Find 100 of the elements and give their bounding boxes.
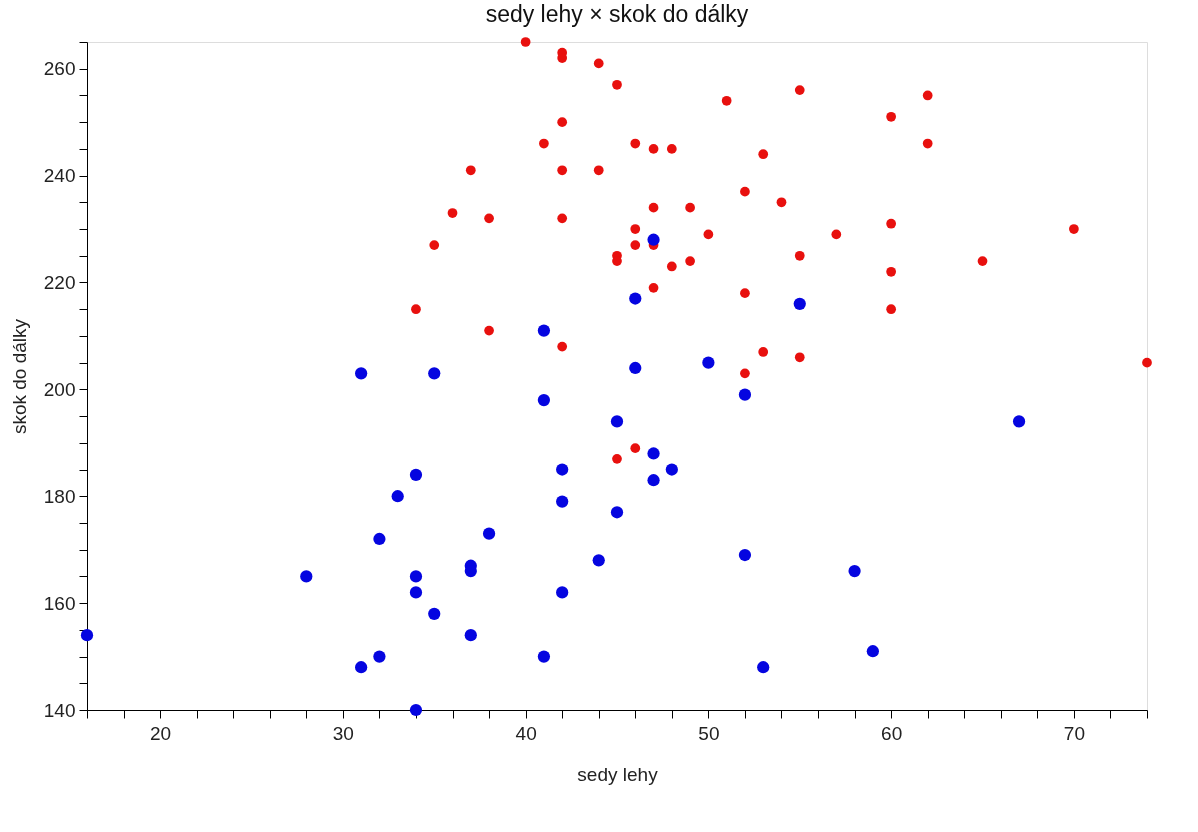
x-tick-label: 60 [881, 722, 903, 744]
point [629, 361, 642, 375]
point [648, 202, 659, 213]
point [557, 213, 568, 224]
point [629, 292, 642, 305]
point [537, 650, 551, 663]
point [740, 368, 750, 379]
chart-title: sedy lehy × skok do dálky [485, 1, 749, 27]
point [866, 645, 879, 658]
point [557, 341, 568, 352]
point [592, 554, 605, 567]
y-axis-title: skok do dálky [8, 318, 30, 435]
point [740, 186, 750, 197]
point [647, 447, 660, 460]
point [520, 37, 531, 47]
point [557, 165, 568, 176]
point [1142, 357, 1152, 368]
point [886, 304, 897, 315]
point [409, 586, 423, 599]
x-tick-label: 40 [515, 722, 537, 744]
point [702, 356, 715, 369]
point [794, 85, 805, 95]
point [593, 58, 604, 69]
point [429, 240, 440, 250]
point [886, 111, 897, 122]
point [612, 453, 622, 464]
point [1069, 224, 1079, 234]
point [685, 202, 695, 213]
point [465, 165, 476, 176]
point [630, 240, 641, 250]
point [610, 415, 624, 428]
point [794, 250, 805, 261]
point [685, 256, 695, 266]
point [80, 629, 94, 642]
point [630, 138, 641, 149]
point [630, 443, 641, 454]
point [738, 388, 752, 401]
point [593, 165, 604, 176]
point [409, 570, 423, 583]
point [355, 367, 368, 380]
point [794, 352, 805, 363]
point [666, 261, 677, 272]
x-tick-label: 50 [698, 722, 720, 744]
point [977, 256, 988, 266]
y-tick-label: 140 [43, 699, 76, 721]
point [373, 532, 386, 546]
x-tick-label: 30 [332, 722, 354, 744]
point [557, 117, 568, 128]
point [922, 90, 933, 101]
x-tick-label: 70 [1063, 722, 1085, 744]
point [886, 218, 897, 229]
point [300, 570, 313, 583]
point [464, 629, 477, 642]
point [556, 495, 569, 508]
y-tick-label: 220 [43, 271, 76, 293]
y-tick-label: 240 [43, 165, 76, 187]
point [831, 229, 842, 240]
point [740, 288, 750, 299]
point [647, 233, 660, 246]
point [610, 506, 624, 519]
x-axis-title: sedy lehy [577, 763, 659, 785]
point [411, 304, 421, 315]
point [757, 661, 770, 674]
point [848, 564, 861, 578]
point [721, 95, 732, 106]
point [484, 213, 494, 224]
point [612, 79, 622, 90]
point [556, 586, 569, 599]
point [647, 474, 660, 487]
point [484, 325, 494, 336]
point [537, 324, 551, 337]
point [703, 229, 714, 240]
point [447, 208, 458, 218]
point [556, 463, 569, 476]
point [1012, 415, 1026, 428]
point [793, 297, 806, 310]
point [648, 144, 659, 154]
point [428, 367, 441, 380]
point [776, 197, 787, 208]
point [630, 224, 641, 234]
point [758, 149, 769, 160]
point [482, 527, 496, 540]
y-tick-label: 260 [43, 58, 76, 80]
x-tick-label: 20 [150, 722, 172, 744]
point [886, 266, 897, 277]
point [391, 490, 404, 503]
point [373, 650, 386, 663]
point [648, 282, 659, 293]
point [665, 463, 678, 476]
y-tick-label: 200 [43, 378, 76, 400]
point [738, 548, 752, 562]
point [922, 138, 933, 149]
point [355, 661, 368, 674]
point [537, 393, 551, 407]
point [409, 468, 423, 481]
point [666, 144, 677, 154]
point [758, 347, 769, 357]
point [539, 138, 549, 149]
y-tick-label: 160 [43, 592, 76, 614]
point [428, 607, 441, 620]
